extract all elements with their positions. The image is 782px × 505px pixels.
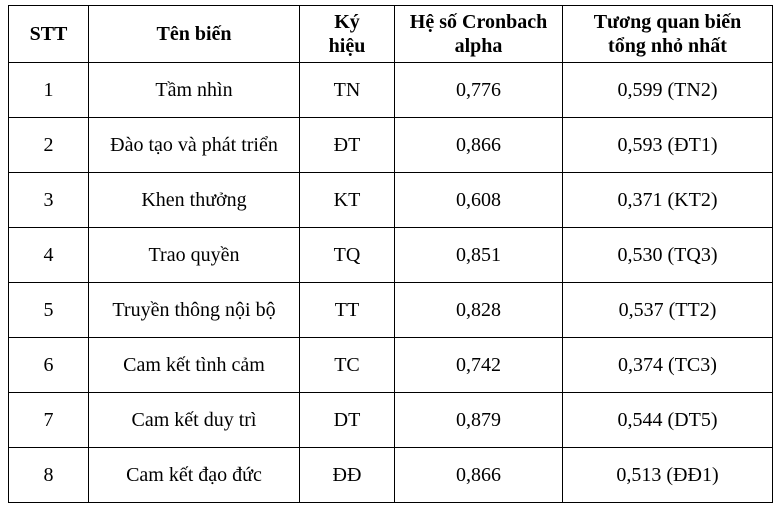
- header-text: Tên biến: [156, 23, 232, 45]
- table-cell: 8: [8, 447, 89, 503]
- results-table: STT Tên biến Ký hiệu Hệ số Cronbach alph…: [8, 5, 773, 503]
- table-cell: 0,513 (ĐĐ1): [562, 447, 773, 503]
- table-cell: 7: [8, 392, 89, 448]
- table-cell: 0,828: [394, 282, 563, 338]
- table-cell: Cam kết duy trì: [88, 392, 300, 448]
- table-cell: TC: [299, 337, 395, 393]
- table-cell: Đào tạo và phát triển: [88, 117, 300, 173]
- table-row: 1 Tầm nhìn TN 0,776 0,599 (TN2): [8, 62, 773, 118]
- table-cell: 0,371 (KT2): [562, 172, 773, 228]
- table-cell: 0,593 (ĐT1): [562, 117, 773, 173]
- table-cell: 2: [8, 117, 89, 173]
- header-text: STT: [29, 23, 68, 45]
- table-cell: 0,599 (TN2): [562, 62, 773, 118]
- table-row: 7 Cam kết duy trì DT 0,879 0,544 (DT5): [8, 392, 773, 448]
- table-cell: 0,374 (TC3): [562, 337, 773, 393]
- table-cell: KT: [299, 172, 395, 228]
- header-row: STT Tên biến Ký hiệu Hệ số Cronbach alph…: [8, 5, 773, 63]
- table-cell: Truyền thông nội bộ: [88, 282, 300, 338]
- table-row: 5 Truyền thông nội bộ TT 0,828 0,537 (TT2): [8, 282, 773, 338]
- table-row: 8 Cam kết đạo đức ĐĐ 0,866 0,513 (ĐĐ1): [8, 447, 773, 503]
- header-text: Ký hiệu: [328, 11, 366, 57]
- header-cell: Hệ số Cronbach alpha: [394, 5, 563, 63]
- table-body: 1 Tầm nhìn TN 0,776 0,599 (TN2) 2 Đào tạo và p…: [8, 62, 773, 503]
- table-cell: Cam kết tình cảm: [88, 337, 300, 393]
- table-cell: 0,608: [394, 172, 563, 228]
- table-row: 2 Đào tạo và phát triển ĐT 0,866 0,593 (ĐT1): [8, 117, 773, 173]
- table-cell: 0,537 (TT2): [562, 282, 773, 338]
- header-text: Tương quan biến tổng nhỏ nhất: [593, 11, 742, 57]
- table-row: 4 Trao quyền TQ 0,851 0,530 (TQ3): [8, 227, 773, 283]
- table-cell: 0,742: [394, 337, 563, 393]
- header-cell: STT: [8, 5, 89, 63]
- table-cell: 0,544 (DT5): [562, 392, 773, 448]
- table-cell: TQ: [299, 227, 395, 283]
- header-cell: Tên biến: [88, 5, 300, 63]
- table-cell: 6: [8, 337, 89, 393]
- table-cell: 0,530 (TQ3): [562, 227, 773, 283]
- header-text: Hệ số Cronbach alpha: [409, 11, 548, 57]
- header-cell: Ký hiệu: [299, 5, 395, 63]
- table-row: 3 Khen thưởng KT 0,608 0,371 (KT2): [8, 172, 773, 228]
- table-cell: 4: [8, 227, 89, 283]
- table-cell: 0,866: [394, 447, 563, 503]
- table-cell: Cam kết đạo đức: [88, 447, 300, 503]
- table-cell: Tầm nhìn: [88, 62, 300, 118]
- table-cell: 0,851: [394, 227, 563, 283]
- table-cell: 0,866: [394, 117, 563, 173]
- table-cell: 0,776: [394, 62, 563, 118]
- table-cell: ĐĐ: [299, 447, 395, 503]
- table-cell: DT: [299, 392, 395, 448]
- header-cell: Tương quan biến tổng nhỏ nhất: [562, 5, 773, 63]
- table-row: 6 Cam kết tình cảm TC 0,742 0,374 (TC3): [8, 337, 773, 393]
- table-cell: 1: [8, 62, 89, 118]
- table-cell: Khen thưởng: [88, 172, 300, 228]
- table-cell: ĐT: [299, 117, 395, 173]
- table-cell: 3: [8, 172, 89, 228]
- table-cell: Trao quyền: [88, 227, 300, 283]
- table-cell: TT: [299, 282, 395, 338]
- table-cell: 0,879: [394, 392, 563, 448]
- table-cell: TN: [299, 62, 395, 118]
- table-cell: 5: [8, 282, 89, 338]
